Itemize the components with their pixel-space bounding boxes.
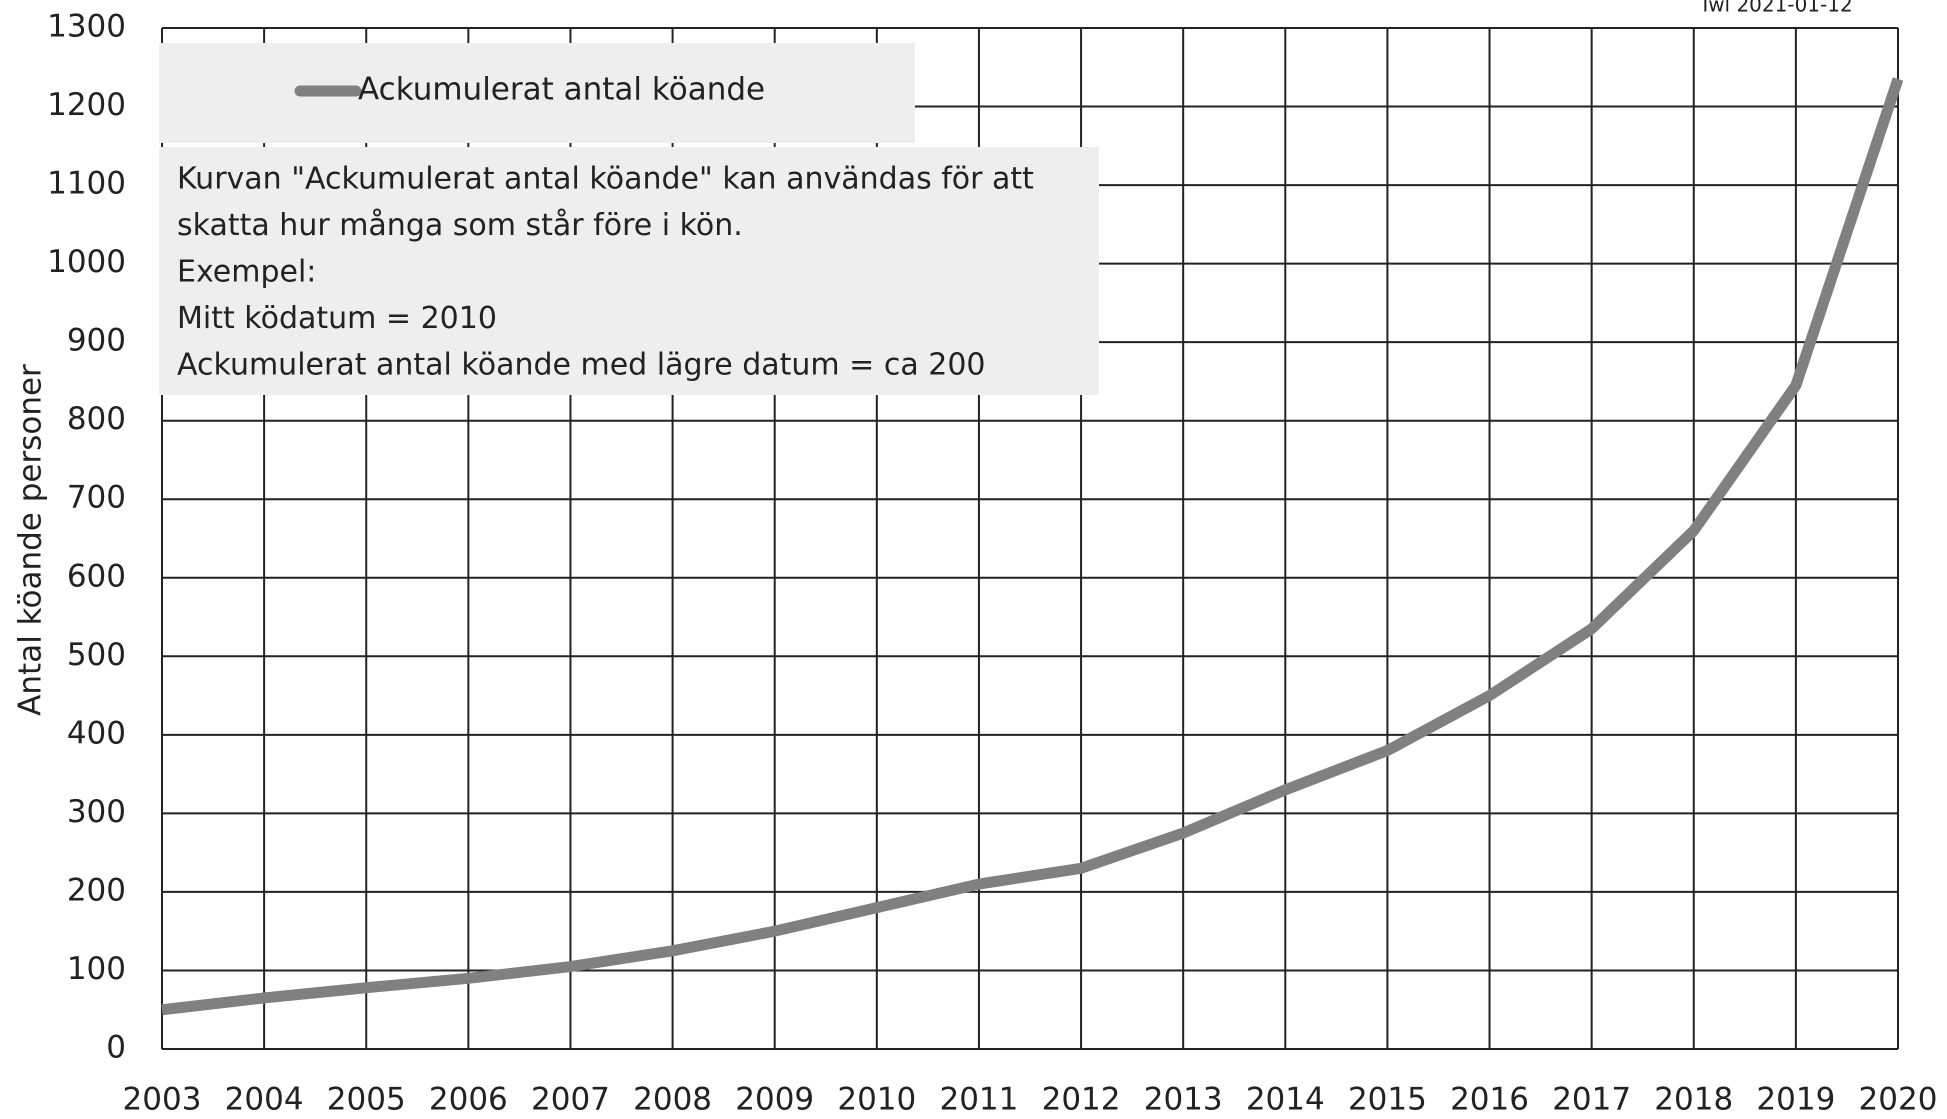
y-tick-label: 100: [67, 951, 126, 987]
data-line: [161, 77, 1904, 1016]
y-tick-label: 500: [67, 637, 126, 673]
annotation-line: Mitt ködatum = 2010: [177, 301, 497, 336]
y-tick-label: 400: [67, 715, 126, 751]
x-tick-label: 2014: [1246, 1082, 1325, 1118]
x-tick-label: 2010: [837, 1082, 916, 1118]
x-tick-label: 2006: [429, 1082, 508, 1118]
annotation-line: Exempel:: [177, 255, 316, 290]
legend-label: Ackumulerat antal köande: [358, 72, 765, 108]
annotation-box: [159, 147, 1099, 395]
x-tick-label: 2013: [1144, 1082, 1223, 1118]
x-tick-label: 2004: [225, 1082, 304, 1118]
y-tick-label: 200: [67, 872, 126, 908]
y-axis-label: Antal köande personer: [13, 364, 49, 716]
stamp: Twl 2021-01-12: [1698, 0, 1852, 17]
x-tick-label: 2015: [1348, 1082, 1427, 1118]
y-tick-label: 700: [67, 480, 126, 516]
annotation-line: skatta hur många som står före i kön.: [177, 208, 743, 243]
x-tick-label: 2018: [1654, 1082, 1733, 1118]
y-tick-label: 1300: [47, 9, 126, 45]
y-tick-label: 1100: [47, 166, 126, 202]
x-tick-label: 2011: [939, 1082, 1018, 1118]
x-tick-label: 2012: [1042, 1082, 1121, 1118]
annotation-line: Ackumulerat antal köande med lägre datum…: [177, 348, 986, 383]
x-tick-label: 2017: [1552, 1082, 1631, 1118]
x-tick-label: 2020: [1859, 1082, 1938, 1118]
legend-box: [159, 43, 915, 143]
x-tick-label: 2009: [735, 1082, 814, 1118]
x-tick-label: 2019: [1756, 1082, 1835, 1118]
y-tick-label: 1000: [47, 244, 126, 280]
x-tick-label: 2007: [531, 1082, 610, 1118]
x-tick-label: 2003: [123, 1082, 202, 1118]
y-tick-label: 0: [106, 1030, 126, 1066]
annotation-line: Kurvan "Ackumulerat antal köande" kan an…: [177, 162, 1034, 197]
y-tick-label: 800: [67, 401, 126, 437]
y-tick-label: 900: [67, 323, 126, 359]
x-tick-label: 2016: [1450, 1082, 1529, 1118]
y-tick-label: 300: [67, 794, 126, 830]
y-tick-label: 600: [67, 558, 126, 594]
x-tick-label: 2005: [327, 1082, 406, 1118]
y-tick-label: 1200: [47, 87, 126, 123]
x-tick-label: 2008: [633, 1082, 712, 1118]
